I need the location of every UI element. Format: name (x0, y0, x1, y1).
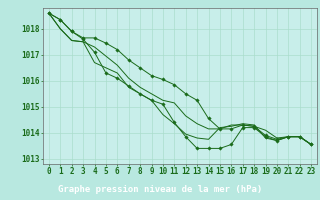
Text: Graphe pression niveau de la mer (hPa): Graphe pression niveau de la mer (hPa) (58, 185, 262, 194)
